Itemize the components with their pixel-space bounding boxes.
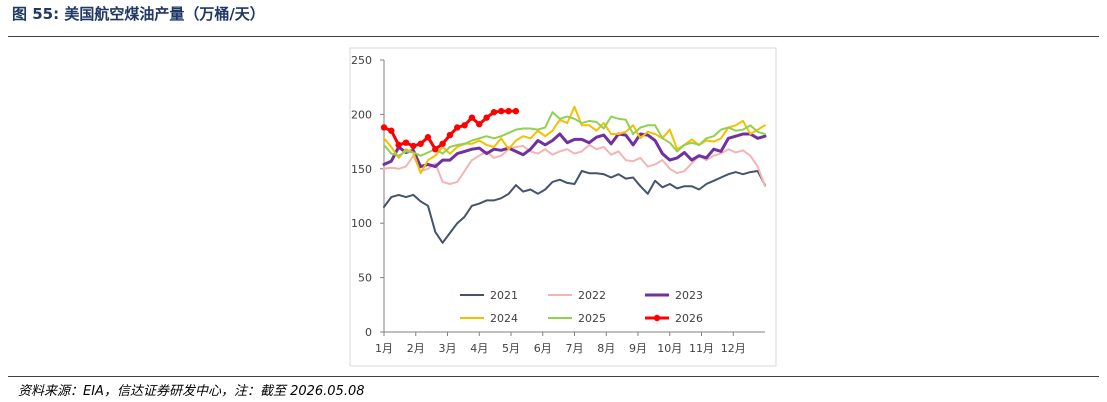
figure-title: 图 55: 美国航空煤油产量（万桶/天） bbox=[12, 5, 265, 23]
y-tick-label: 0 bbox=[365, 326, 372, 339]
x-tick-label: 7月 bbox=[566, 342, 584, 355]
data-point-2026 bbox=[417, 140, 424, 147]
data-point-2026 bbox=[402, 139, 410, 146]
data-point-2026 bbox=[424, 134, 432, 141]
y-tick-label: 100 bbox=[351, 217, 372, 230]
legend-label-2023: 2023 bbox=[675, 289, 703, 302]
data-point-2026 bbox=[388, 127, 395, 134]
data-point-2026 bbox=[454, 124, 461, 131]
data-point-2026 bbox=[461, 122, 468, 129]
x-tick-label: 12月 bbox=[721, 342, 746, 355]
data-point-2026 bbox=[395, 141, 402, 149]
data-point-2026 bbox=[483, 114, 490, 121]
legend-label-2021: 2021 bbox=[490, 289, 518, 302]
series-line-2021 bbox=[383, 170, 766, 244]
legend-label-2024: 2024 bbox=[490, 312, 518, 325]
x-tick-label: 9月 bbox=[629, 342, 647, 355]
top-rule bbox=[8, 36, 1099, 37]
legend-label-2025: 2025 bbox=[578, 312, 606, 325]
data-point-2026 bbox=[490, 109, 498, 116]
data-point-2026 bbox=[446, 131, 454, 139]
x-tick-label: 5月 bbox=[502, 342, 520, 355]
x-tick-label: 8月 bbox=[597, 342, 615, 355]
data-point-2026 bbox=[476, 120, 483, 128]
x-tick-label: 6月 bbox=[534, 342, 552, 355]
y-tick-label: 200 bbox=[351, 108, 372, 121]
legend-label-2022: 2022 bbox=[578, 289, 606, 302]
data-point-2026 bbox=[410, 142, 417, 150]
y-tick-label: 250 bbox=[351, 54, 372, 67]
x-tick-label: 3月 bbox=[439, 342, 457, 355]
legend-marker-2026 bbox=[653, 314, 661, 322]
data-point-2026 bbox=[505, 107, 512, 115]
bottom-rule bbox=[8, 376, 1099, 377]
data-point-2026 bbox=[498, 107, 505, 115]
series-line-2025 bbox=[383, 111, 766, 157]
x-tick-label: 4月 bbox=[470, 342, 488, 355]
x-tick-label: 11月 bbox=[689, 342, 714, 355]
data-point-2026 bbox=[432, 146, 439, 153]
plot-frame bbox=[349, 47, 777, 367]
x-tick-label: 2月 bbox=[407, 342, 425, 355]
x-tick-label: 1月 bbox=[375, 342, 393, 355]
legend-label-2026: 2026 bbox=[675, 312, 703, 325]
series-line-2023 bbox=[382, 132, 767, 169]
data-point-2026 bbox=[468, 114, 476, 121]
x-tick-label: 10月 bbox=[657, 342, 682, 355]
source-note: 资料来源：EIA，信达证券研发中心，注：截至 2026.05.08 bbox=[18, 384, 365, 399]
y-tick-label: 50 bbox=[358, 272, 372, 285]
data-point-2026 bbox=[439, 140, 446, 147]
y-tick-label: 150 bbox=[351, 163, 372, 176]
data-point-2026 bbox=[512, 107, 520, 115]
data-point-2026 bbox=[380, 124, 388, 131]
